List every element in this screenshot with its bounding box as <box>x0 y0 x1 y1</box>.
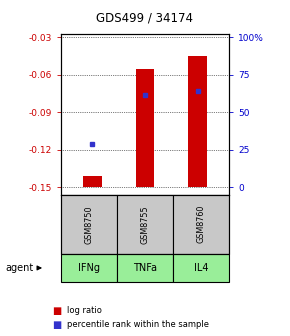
Text: ■: ■ <box>52 320 61 330</box>
Text: IL4: IL4 <box>194 263 208 273</box>
Text: GDS499 / 34174: GDS499 / 34174 <box>97 12 193 25</box>
Bar <box>188 56 207 187</box>
Text: log ratio: log ratio <box>67 306 102 315</box>
Bar <box>83 176 101 187</box>
Text: percentile rank within the sample: percentile rank within the sample <box>67 321 209 329</box>
Text: agent: agent <box>6 263 34 273</box>
Text: IFNg: IFNg <box>78 263 100 273</box>
Text: GSM8760: GSM8760 <box>197 205 206 244</box>
Bar <box>136 69 154 187</box>
Text: GSM8755: GSM8755 <box>140 205 150 244</box>
Text: ■: ■ <box>52 306 61 316</box>
Text: TNFa: TNFa <box>133 263 157 273</box>
Text: GSM8750: GSM8750 <box>84 205 93 244</box>
